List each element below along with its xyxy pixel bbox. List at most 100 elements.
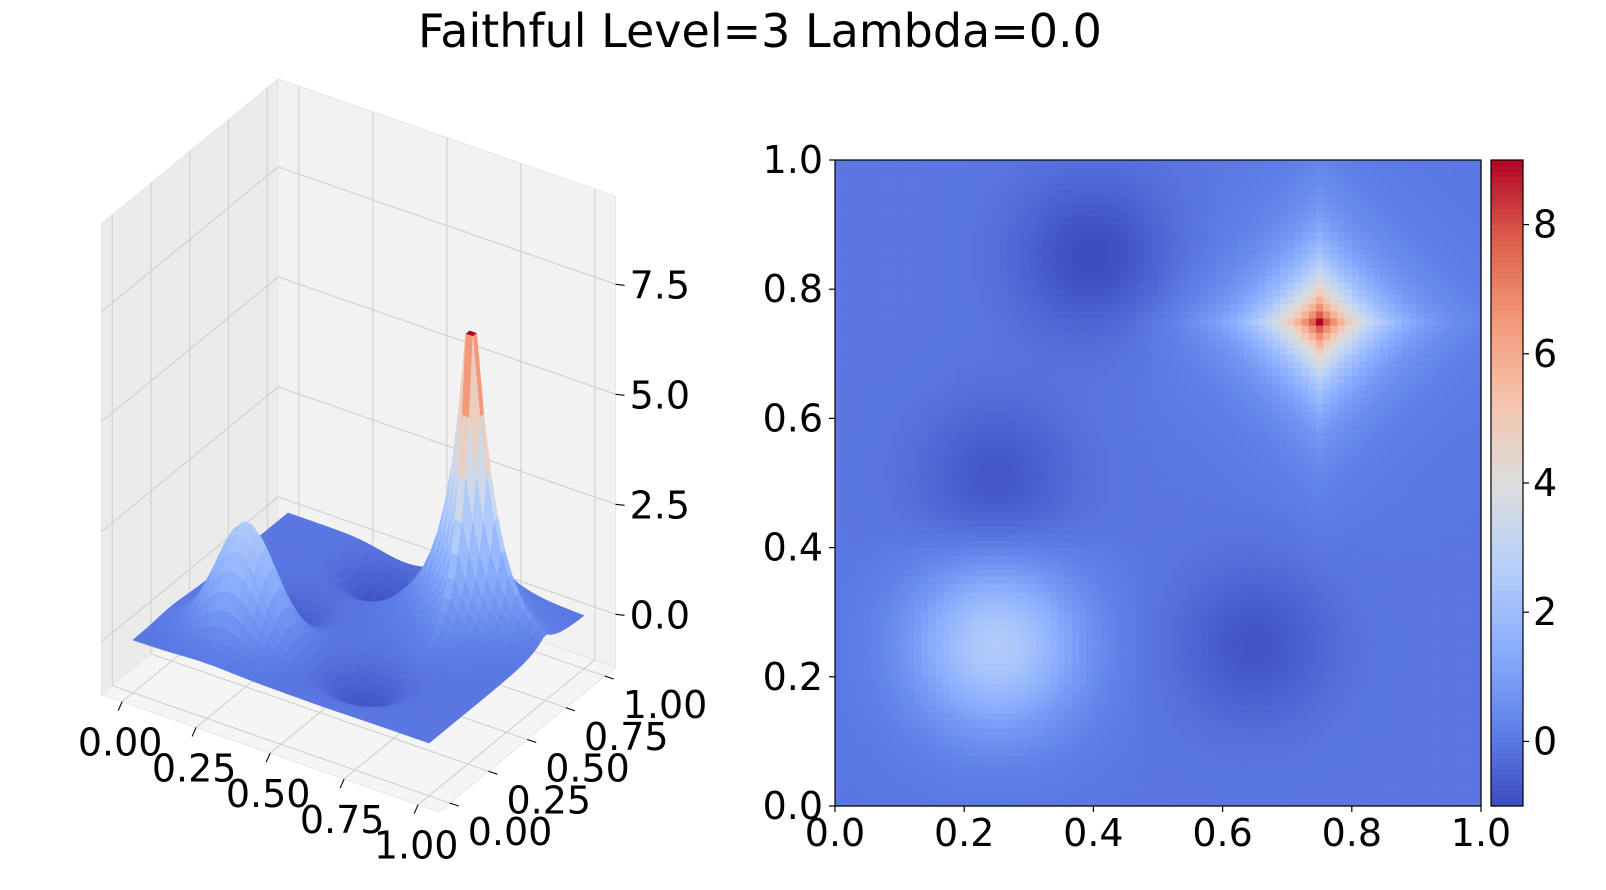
heatmap-cell [1000,432,1008,441]
heatmap-cell [906,583,915,592]
heatmap-cell [935,791,944,800]
surface-x-tick-label: 0.50 [226,772,311,816]
heatmap-cell [906,303,915,312]
heatmap-cell [1043,547,1051,556]
heatmap-cell [842,504,850,513]
heatmap-cell [863,260,872,269]
heatmap-cell [992,497,1001,506]
heatmap-cell [870,698,879,707]
heatmap-cell [835,238,843,247]
heatmap-cell [878,454,886,463]
heatmap-cell [1064,246,1073,254]
heatmap-cell [978,203,987,211]
heatmap-cell [842,511,850,520]
heatmap-cell [856,712,865,721]
heatmap-cell [1007,727,1016,735]
heatmap-cell [949,188,958,197]
heatmap-cell [835,260,843,269]
surface-gridline [277,166,616,285]
heatmap-cell [949,504,958,513]
heatmap-cell [849,784,858,793]
heatmap-cell [1014,576,1023,585]
heatmap-cell [992,605,1001,613]
heatmap-cell [842,683,850,692]
heatmap-cell [1000,518,1008,527]
heatmap-cell [992,375,1001,384]
heatmap-cell [1050,389,1059,398]
heatmap-cell [935,612,944,620]
heatmap-cell [849,526,858,534]
heatmap-cell [957,705,965,714]
heatmap-cell [1007,267,1016,276]
heatmap-cell [978,282,987,290]
heatmap-cell [906,425,915,434]
heatmap-cell [1079,712,1087,721]
heatmap-cell [957,583,965,592]
heatmap-cell [935,784,944,793]
heatmap-cell [1050,633,1059,642]
heatmap-cell [892,712,901,721]
heatmap-cell [1050,712,1059,721]
heatmap-cell [1000,676,1008,685]
heatmap-cell [928,296,937,305]
heatmap-cell [1057,303,1066,312]
heatmap-cell [899,411,908,419]
heatmap-cell [870,346,879,355]
heatmap-cell [1007,590,1016,599]
heatmap-cell [1000,490,1008,498]
heatmap-cell [1035,195,1044,204]
heatmap-cell [899,274,908,283]
heatmap-cell [1050,540,1059,549]
heatmap-cell [921,676,929,685]
heatmap-cell [1021,683,1030,692]
heatmap-cell [1014,332,1023,341]
heatmap-cell [971,741,980,750]
heatmap-cell [1057,511,1066,520]
heatmap-cell [885,475,894,484]
heatmap-cell [992,784,1001,793]
heatmap-cell [928,317,937,326]
heatmap-cell [1057,547,1066,556]
heatmap-cell [949,332,958,341]
heatmap-cell [1043,396,1051,405]
heatmap-cell [1079,332,1087,341]
heatmap-cell [1014,590,1023,599]
heatmap-cell [1028,181,1037,190]
heatmap-cell [935,777,944,786]
heatmap-cell [899,791,908,800]
heatmap-cell [835,418,843,427]
heatmap-cell [949,662,958,671]
heatmap-cell [849,317,858,326]
heatmap-cell [913,267,922,276]
heatmap-cell [1071,755,1080,764]
heatmap-cell [1000,755,1008,764]
heatmap-cell [913,605,922,613]
heatmap-cell [978,195,987,204]
heatmap-cell [1057,181,1066,190]
heatmap-cell [892,755,901,764]
heatmap-cell [921,547,929,556]
heatmap-cell [1050,748,1059,757]
heatmap-cell [856,676,865,685]
heatmap-cell [1050,683,1059,692]
heatmap-cell [985,238,994,247]
heatmap-cell [1050,432,1059,441]
heatmap-cell [1028,360,1037,369]
heatmap-cell [1064,447,1073,455]
heatmap-cell [1057,633,1066,642]
heatmap-cell [1079,719,1087,728]
heatmap-cell [863,655,872,664]
heatmap-cell [885,691,894,699]
heatmap-cell [885,533,894,542]
heatmap-cell [1035,691,1044,699]
heatmap-cell [928,289,937,297]
heatmap-cell [878,282,886,290]
heatmap-cell [985,317,994,326]
heatmap-cell [842,238,850,247]
heatmap-cell [835,490,843,498]
heatmap-cell [928,490,937,498]
heatmap-cell [1021,619,1030,628]
heatmap-cell [835,705,843,714]
heatmap-cell [1021,174,1030,183]
heatmap-cell [1000,418,1008,427]
